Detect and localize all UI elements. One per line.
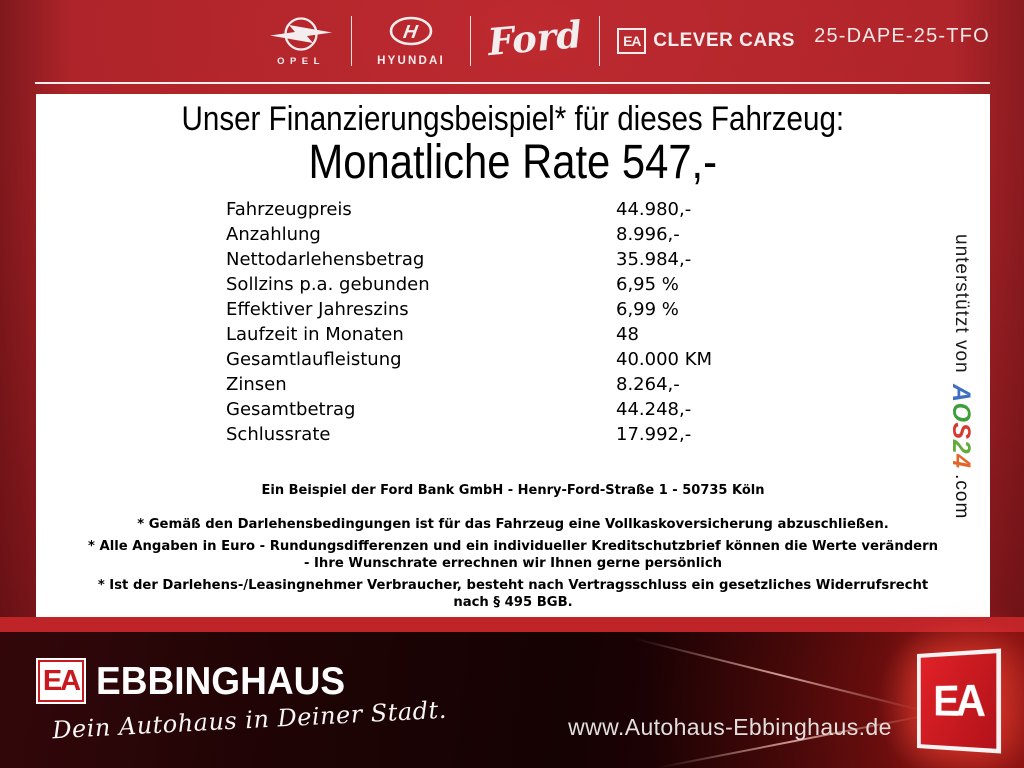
ea-initials-text: EA xyxy=(38,660,84,702)
ea-badge-icon: EA xyxy=(917,648,1002,754)
hyundai-oval-icon: H HYUNDAI xyxy=(377,16,445,67)
logo-divider xyxy=(351,16,352,66)
finance-example-title-text: Unser Finanzierungsbeispiel* für dieses … xyxy=(181,100,845,138)
finance-row-value: 8.264,- xyxy=(616,374,680,395)
hyundai-h-glyph: H xyxy=(400,22,421,43)
brand-logo-bar: OPEL H HYUNDAI Ford EA CLEVER CARS xyxy=(268,11,795,70)
monthly-rate-title-text: Monatliche Rate 547,- xyxy=(308,136,718,189)
monthly-rate-title: Monatliche Rate 547,- xyxy=(36,138,990,188)
ea-initials-icon: EA xyxy=(36,658,86,704)
aos24-letter: O xyxy=(947,402,975,423)
finance-row-value: 40.000 KM xyxy=(616,349,713,370)
finance-row-label: Laufzeit in Monaten xyxy=(226,324,404,345)
finance-row-value: 48 xyxy=(616,324,639,345)
hyundai-logo: H HYUNDAI xyxy=(369,13,453,69)
vehicle-code: 25-DAPE-25-TFO xyxy=(814,25,990,47)
disclaimers: * Gemäß den Darlehensbedingungen ist für… xyxy=(36,516,990,612)
finance-titles: Unser Finanzierungsbeispiel* für dieses … xyxy=(36,94,990,188)
hyundai-wordmark: HYUNDAI xyxy=(377,55,445,67)
finance-row-label: Gesamtbetrag xyxy=(226,399,356,420)
finance-row-label: Nettodarlehensbetrag xyxy=(226,249,425,270)
aos24-letter: 4 xyxy=(947,453,975,469)
finance-row: Schlussrate 17.992,- xyxy=(226,422,846,447)
disclaimer-line: - Ihre Wunschrate errechnen wir Ihnen ge… xyxy=(303,556,723,571)
aos24-letter: A xyxy=(947,383,975,403)
ford-logo: Ford xyxy=(486,11,584,63)
finance-table: Fahrzeugpreis 44.980,- Anzahlung 8.996,- Net… xyxy=(226,197,846,447)
ea-3d-badge: EA xyxy=(863,616,1024,768)
finance-row-label: Anzahlung xyxy=(226,224,321,245)
finance-row-label: Schlussrate xyxy=(226,424,331,445)
dealer-name: EBBINGHAUS xyxy=(96,659,346,703)
supported-by-vertical: unterstützt von AOS24 .com xyxy=(946,234,975,519)
header-divider-line xyxy=(35,82,990,84)
finance-panel: Unser Finanzierungsbeispiel* für dieses … xyxy=(36,94,990,617)
finance-row-label: Sollzins p.a. gebunden xyxy=(226,274,430,295)
finance-row-value: 44.248,- xyxy=(616,399,692,420)
finance-row-value: 6,95 % xyxy=(616,274,679,295)
dealer-logo: EA EBBINGHAUS xyxy=(36,658,358,704)
ford-script-wordmark: Ford xyxy=(485,11,584,64)
opel-logo: OPEL xyxy=(268,13,334,69)
clever-cars-logo: EA CLEVER CARS xyxy=(617,28,795,54)
disclaimer-line: * Alle Angaben in Euro - Rundungsdiffere… xyxy=(88,538,938,554)
finance-row: Anzahlung 8.996,- xyxy=(226,222,846,247)
finance-row-label: Zinsen xyxy=(226,374,287,395)
supported-by-text: unterstützt von xyxy=(951,234,972,374)
finance-row-value: 6,99 % xyxy=(616,299,679,320)
clever-cars-wordmark: CLEVER CARS xyxy=(653,30,795,51)
finance-row: Gesamtbetrag 44.248,- xyxy=(226,397,846,422)
finance-row: Fahrzeugpreis 44.980,- xyxy=(226,197,846,222)
finance-row-value: 35.984,- xyxy=(616,249,692,270)
red-separator-band xyxy=(0,617,1024,632)
disclaimer-line: * Ist der Darlehens-/Leasingnehmer Verbr… xyxy=(97,577,929,593)
opel-blitz-icon: OPEL xyxy=(270,17,332,67)
opel-wordmark: OPEL xyxy=(277,56,325,67)
dealer-website: www.Autohaus-Ebbinghaus.de xyxy=(568,714,892,740)
disclaimer-line: nach § 495 BGB. xyxy=(453,595,573,610)
finance-row: Sollzins p.a. gebunden 6,95 % xyxy=(226,272,846,297)
aos24-logo: AOS24 xyxy=(947,384,975,469)
footer: EA EBBINGHAUS Dein Autohaus in Deiner St… xyxy=(0,616,1024,768)
finance-row-label: Gesamtlaufleistung xyxy=(226,349,402,370)
aos24-letter: 2 xyxy=(947,439,975,454)
finance-row: Laufzeit in Monaten 48 xyxy=(226,322,846,347)
ea-badge-letters: EA xyxy=(933,674,982,727)
ea-initials-icon: EA xyxy=(617,28,647,54)
disclaimer-line: * Gemäß den Darlehensbedingungen ist für… xyxy=(137,517,889,532)
logo-divider xyxy=(470,16,471,66)
finance-example-title: Unser Finanzierungsbeispiel* für dieses … xyxy=(36,101,990,138)
finance-row-label: Fahrzeugpreis xyxy=(226,199,352,220)
logo-divider xyxy=(599,16,601,66)
finance-row-label: Effektiver Jahreszins xyxy=(226,299,409,320)
aos24-domain-suffix: .com xyxy=(951,474,972,520)
finance-row: Nettodarlehensbetrag 35.984,- xyxy=(226,247,846,272)
finance-row-value: 8.996,- xyxy=(616,224,680,245)
aos24-letter: S xyxy=(947,422,975,440)
finance-row-value: 17.992,- xyxy=(616,424,692,445)
finance-row: Zinsen 8.264,- xyxy=(226,372,846,397)
bank-example-line: Ein Beispiel der Ford Bank GmbH - Henry-… xyxy=(261,483,765,498)
finance-row: Effektiver Jahreszins 6,99 % xyxy=(226,297,846,322)
finance-row: Gesamtlaufleistung 40.000 KM xyxy=(226,347,846,372)
finance-row-value: 44.980,- xyxy=(616,199,692,220)
